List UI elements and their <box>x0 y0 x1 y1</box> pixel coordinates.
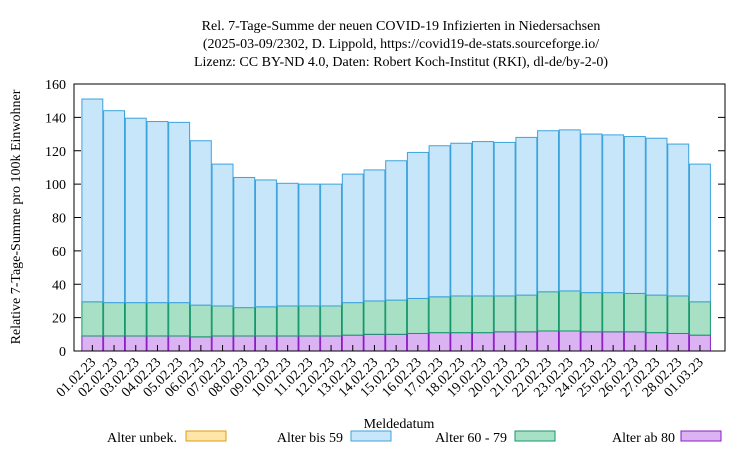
bar-segment-alter-60-79-28 <box>689 301 711 336</box>
bar-segment-alter-60-79-15 <box>406 297 429 334</box>
bar-segment-alter-bis-59-0 <box>81 98 104 303</box>
bar-segment-alter-60-79-22 <box>558 290 581 332</box>
y-tick-label-8: 160 <box>45 78 66 93</box>
bar-segment-alter-bis-59-13 <box>363 169 386 302</box>
y-tick-label-6: 120 <box>45 145 66 160</box>
bar-segment-alter-bis-59-21 <box>537 130 559 293</box>
bar-segment-alter-60-79-12 <box>341 302 364 336</box>
bar-segment-alter-60-79-6 <box>211 305 234 337</box>
y-tick-label-5: 100 <box>45 178 66 193</box>
bar-segment-alter-bis-59-23 <box>580 133 603 294</box>
chart-title: Rel. 7-Tage-Summe der neuen COVID-19 Inf… <box>194 19 608 70</box>
bar-segment-alter-bis-59-11 <box>320 183 343 307</box>
bar-segment-alter-bis-59-25 <box>623 136 646 294</box>
y-tick-label-2: 40 <box>52 278 66 293</box>
bar-segment-alter-bis-59-20 <box>515 136 538 296</box>
bar-segment-alter-60-79-0 <box>81 301 104 337</box>
bar-segment-alter-60-79-23 <box>580 292 603 333</box>
bar-segment-alter-60-79-26 <box>645 294 668 334</box>
bar-segment-alter-60-79-13 <box>363 300 386 335</box>
bar-segment-alter-60-79-21 <box>537 291 559 332</box>
x-axis-label: Meldedatum <box>364 417 435 432</box>
plot-frame <box>73 83 726 352</box>
bar-segment-alter-bis-59-27 <box>667 143 690 297</box>
bar-segment-alter-bis-59-17 <box>450 142 473 297</box>
bar-segment-alter-bis-59-16 <box>428 145 451 298</box>
legend-swatch-alter-bis-59 <box>350 430 392 442</box>
bar-segment-alter-60-79-1 <box>103 302 125 337</box>
bar-segment-alter-bis-59-14 <box>385 160 408 301</box>
bar-segment-alter-60-79-20 <box>515 294 538 333</box>
bar-segment-alter-60-79-7 <box>233 307 256 337</box>
bar-segment-alter-bis-59-1 <box>103 110 125 304</box>
bar-segment-alter-60-79-11 <box>320 305 343 337</box>
bars-group <box>81 98 711 352</box>
bar-segment-alter-60-79-8 <box>255 306 277 337</box>
bar-segment-alter-60-79-4 <box>168 302 191 337</box>
bar-segment-alter-60-79-24 <box>602 292 625 333</box>
bar-segment-alter-bis-59-26 <box>645 137 668 296</box>
chart-title-line-3: Lizenz: CC BY-ND 4.0, Daten: Robert Koch… <box>194 55 608 70</box>
y-tick-label-3: 60 <box>52 245 66 260</box>
bar-segment-alter-bis-59-22 <box>558 129 581 292</box>
bar-segment-alter-60-79-10 <box>298 305 321 337</box>
bar-segment-alter-bis-59-6 <box>211 163 234 307</box>
bar-segment-alter-60-79-17 <box>450 295 473 334</box>
bar-segment-alter-bis-59-24 <box>602 134 625 294</box>
y-tick-label-4: 80 <box>52 212 66 227</box>
y-axis: 0 20 40 60 80 100 120 140 160 <box>45 78 725 360</box>
y-tick-label-7: 140 <box>45 111 66 126</box>
chart-title-line-1: Rel. 7-Tage-Summe der neuen COVID-19 Inf… <box>202 19 601 34</box>
bar-segment-alter-bis-59-2 <box>124 117 147 304</box>
bar-segment-alter-60-79-19 <box>493 295 516 333</box>
bar-segment-alter-60-79-3 <box>146 302 169 337</box>
legend-swatch-alter-ab-80 <box>680 430 722 442</box>
chart-title-line-2: (2025-03-09/2302, D. Lippold, https://co… <box>203 37 599 52</box>
legend-swatch-alter-unbek- <box>185 430 227 442</box>
x-axis: 01.02.2302.02.2303.02.2304.02.2305.02.23… <box>54 345 707 400</box>
legend-label-alter-ab-80: Alter ab 80 <box>612 431 675 446</box>
bar-segment-alter-bis-59-12 <box>341 173 364 304</box>
bar-segment-alter-bis-59-7 <box>233 176 256 309</box>
legend-label-alter-bis-59: Alter bis 59 <box>277 431 343 446</box>
bar-segment-alter-60-79-27 <box>667 295 690 334</box>
bar-segment-alter-60-79-18 <box>472 295 494 334</box>
bar-segment-alter-bis-59-9 <box>276 182 299 307</box>
bar-segment-alter-bis-59-19 <box>493 141 516 297</box>
bar-segment-alter-60-79-2 <box>124 302 147 337</box>
y-tick-label-0: 0 <box>59 345 66 360</box>
bar-segment-alter-bis-59-28 <box>689 163 711 303</box>
legend-label-alter-unbek-: Alter unbek. <box>107 431 177 446</box>
legend-swatch-alter-60-79 <box>514 430 556 442</box>
legend: Alter unbek. Alter bis 59 Alter 60 - 79 Alt… <box>107 430 722 446</box>
bar-segment-alter-bis-59-10 <box>298 183 321 307</box>
legend-label-alter-60-79: Alter 60 - 79 <box>435 431 507 446</box>
bar-segment-alter-60-79-25 <box>623 292 646 333</box>
bar-segment-alter-60-79-9 <box>276 305 299 337</box>
bar-segment-alter-bis-59-15 <box>406 151 429 299</box>
bar-segment-alter-bis-59-3 <box>146 121 169 304</box>
bar-segment-alter-bis-59-18 <box>472 141 494 297</box>
bar-segment-alter-bis-59-8 <box>255 179 277 308</box>
bar-segment-alter-bis-59-4 <box>168 121 191 304</box>
y-tick-label-1: 20 <box>52 312 66 327</box>
bar-segment-alter-60-79-14 <box>385 299 408 335</box>
bar-segment-alter-60-79-5 <box>189 304 212 338</box>
bar-segment-alter-60-79-16 <box>428 296 451 334</box>
y-axis-label: Relative 7-Tage-Summe pro 100k Einwohner <box>9 89 24 344</box>
bar-segment-alter-bis-59-5 <box>189 140 212 306</box>
